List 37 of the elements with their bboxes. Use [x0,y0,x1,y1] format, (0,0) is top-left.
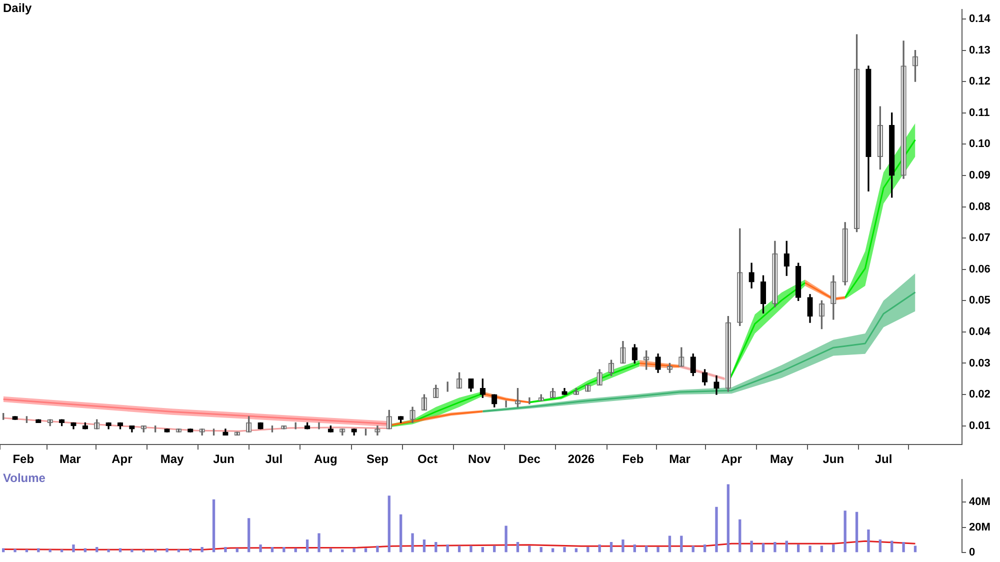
y-tick-label: 0 [969,546,976,558]
y-tick-label: 40M [969,496,990,508]
x-tick-label: Apr [721,452,742,466]
y-tick-label: 0.10 [969,138,990,150]
y-tick-label: 20M [969,521,990,534]
y-tick-label: 0.11 [969,106,990,119]
y-tick-label: 0.08 [969,200,990,213]
x-tick-label: Sep [366,452,388,466]
chart-title: Daily [3,1,32,15]
x-tick-label: Nov [468,452,491,466]
x-tick-label: Feb [12,452,34,466]
x-tick-label: Mar [669,452,691,466]
y-tick-label: 0.09 [969,169,990,182]
x-tick-label: Feb [622,452,644,466]
y-tick-label: 0.05 [969,294,990,307]
x-tick-label: 2026 [568,452,595,466]
x-tick-label: Oct [418,452,438,466]
x-tick-label: Jun [213,452,234,466]
y-tick-label: 0.14 [969,13,992,26]
x-tick-label: Mar [59,452,82,466]
x-tick-label: May [770,452,794,466]
x-tick-label: Dec [518,452,541,466]
y-tick-label: 0.04 [969,326,992,338]
x-tick-label: Apr [112,452,133,466]
chart-title: Volume [3,471,46,485]
y-tick-label: 0.02 [969,388,990,401]
y-tick-label: 0.13 [969,44,990,56]
x-tick-label: Jul [265,452,283,466]
x-tick-label: Jun [822,452,844,466]
y-tick-label: 0.03 [969,357,990,370]
x-tick-label: Jul [874,452,892,466]
x-tick-label: May [160,452,184,466]
y-tick-label: 0.01 [969,420,990,432]
y-tick-label: 0.07 [969,232,990,244]
y-tick-label: 0.12 [969,76,990,88]
x-tick-label: Aug [314,452,338,466]
y-tick-label: 0.06 [969,263,990,276]
